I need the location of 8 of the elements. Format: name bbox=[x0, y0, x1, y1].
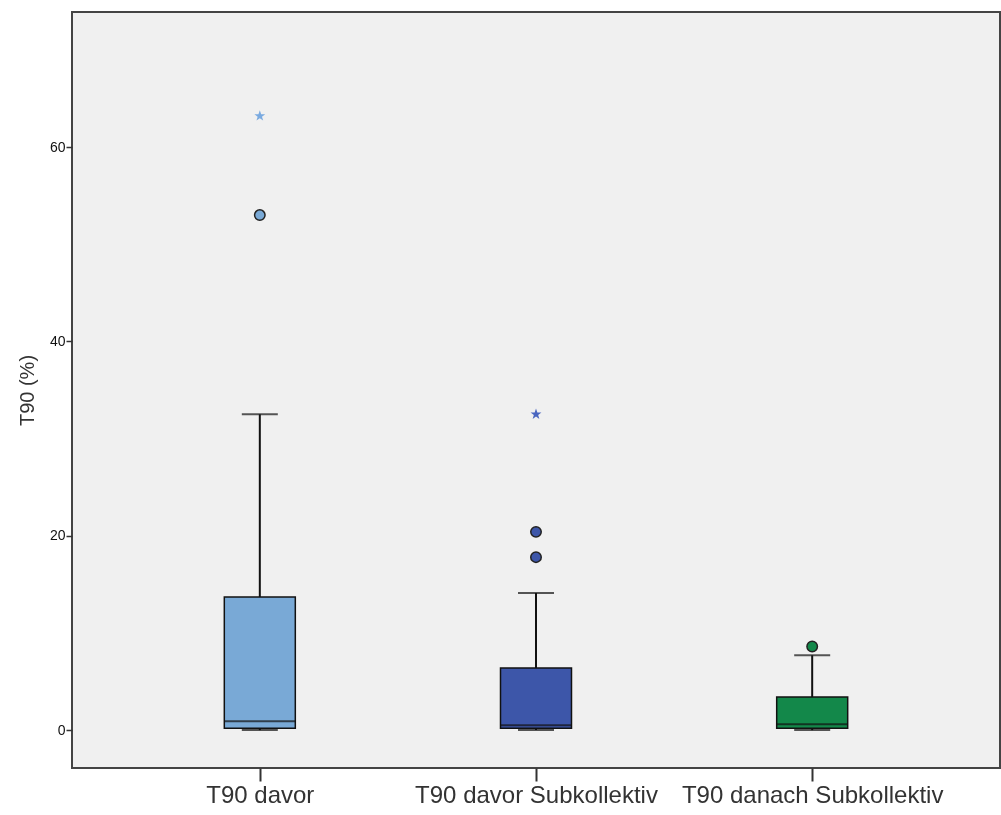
x-tick-label: T90 danach Subkollektiv bbox=[681, 780, 944, 808]
y-axis-title: T90 (%) bbox=[15, 354, 38, 427]
y-tick-label: 60 bbox=[49, 138, 66, 155]
y-tick-label: 40 bbox=[49, 332, 66, 349]
y-tick-label: 20 bbox=[49, 527, 66, 544]
x-tick-label: T90 davor Subkollektiv bbox=[415, 780, 658, 808]
y-tick-label: 0 bbox=[57, 721, 66, 738]
x-tick-label: T90 davor bbox=[206, 780, 315, 808]
